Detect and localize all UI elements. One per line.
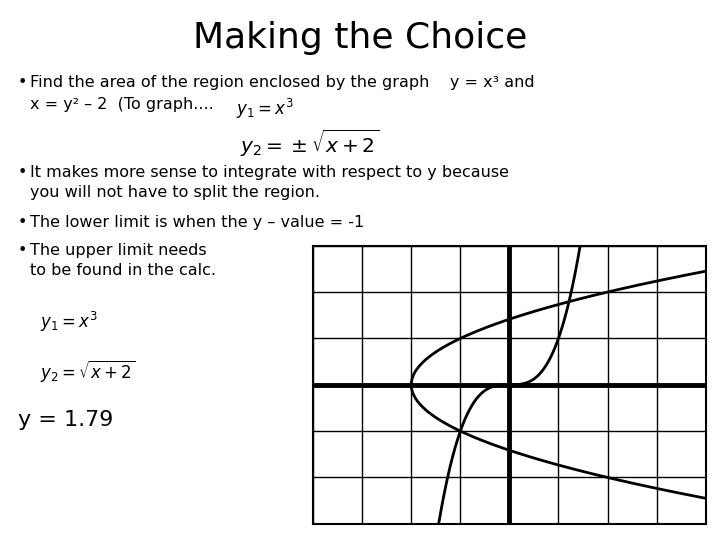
Text: $y_1 = x^3$: $y_1 = x^3$	[40, 310, 98, 334]
Text: •: •	[18, 215, 27, 230]
Text: x = y² – 2  (To graph....: x = y² – 2 (To graph....	[30, 97, 214, 112]
Text: •: •	[18, 75, 27, 90]
Text: $y_2 = \sqrt{x+2}$: $y_2 = \sqrt{x+2}$	[40, 358, 135, 384]
Text: •: •	[18, 165, 27, 180]
Text: Find the area of the region enclosed by the graph    y = x³ and: Find the area of the region enclosed by …	[30, 75, 535, 90]
Text: to be found in the calc.: to be found in the calc.	[30, 263, 216, 278]
Text: $y_1 = x^3$: $y_1 = x^3$	[236, 97, 294, 121]
Text: y = 1.79: y = 1.79	[18, 410, 113, 430]
Text: It makes more sense to integrate with respect to y because: It makes more sense to integrate with re…	[30, 165, 509, 180]
Text: •: •	[18, 243, 27, 258]
Text: The lower limit is when the y – value = -1: The lower limit is when the y – value = …	[30, 215, 364, 230]
Text: $y_2 = \pm\sqrt{x+2}$: $y_2 = \pm\sqrt{x+2}$	[240, 128, 379, 159]
Text: Making the Choice: Making the Choice	[193, 21, 527, 55]
Text: The upper limit needs: The upper limit needs	[30, 243, 207, 258]
Text: you will not have to split the region.: you will not have to split the region.	[30, 185, 320, 200]
